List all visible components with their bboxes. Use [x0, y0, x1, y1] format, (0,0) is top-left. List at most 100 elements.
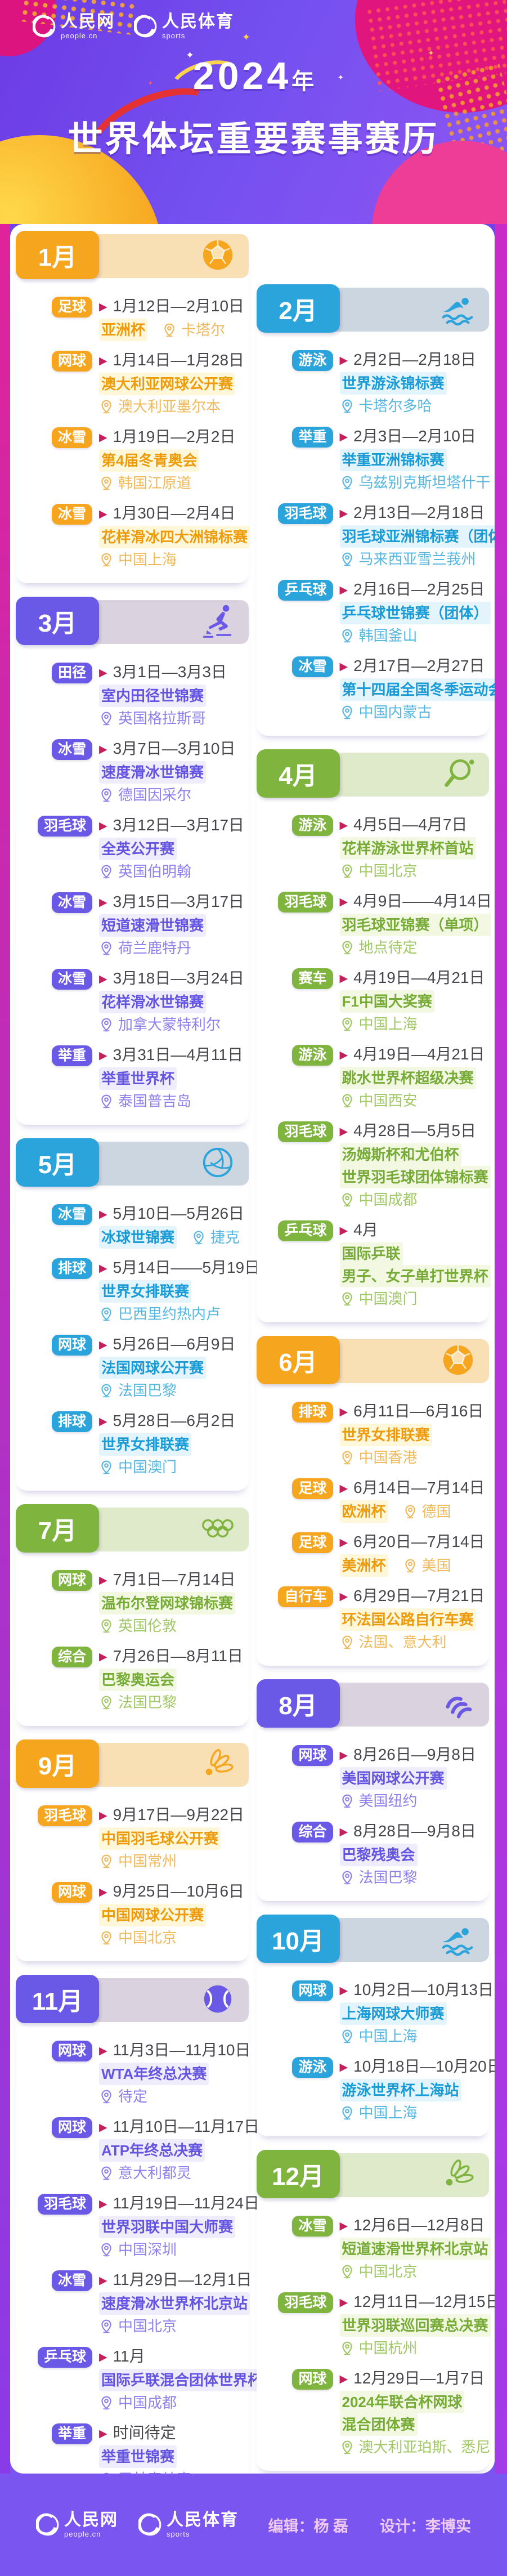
event-details: 中国羽毛球公开赛 中国常州 — [99, 1827, 242, 1872]
location-pin-icon — [104, 2472, 109, 2474]
event-location-text: 中国北京 — [358, 2263, 418, 2280]
event-details: 巴黎奥运会 法国巴黎 — [99, 1669, 242, 1714]
month-label: 7月 — [16, 1504, 99, 1553]
event-list: 网球 11月3日—11月10日 WTA年终总决赛 待定 网球 11月10日—11… — [16, 2028, 265, 2474]
event-tag-column: 网球 — [267, 1743, 333, 1812]
event-row: 举重 2月3日—2月10日 举重亚洲锦标赛 乌兹别克斯坦塔什干 — [267, 425, 491, 494]
event-tag: 网球 — [51, 2041, 92, 2062]
event-date: 3月12日—3月17日 — [99, 814, 244, 838]
event-tag: 乒乓球 — [278, 1220, 333, 1242]
event-date: 8月26日—9月8日 — [340, 1743, 483, 1767]
event-name-line: 世界女排联赛 — [339, 1424, 432, 1446]
event-location-text: 中国上海 — [358, 1016, 418, 1032]
location-pin-icon — [101, 1384, 111, 1398]
event-tag: 冰雪 — [51, 504, 92, 525]
event-row: 举重 3月31日—4月11日 举重世界杯 泰国普吉岛 — [26, 1044, 243, 1112]
event-location: 意大利都灵 — [99, 2162, 242, 2184]
event-details: 汤姆斯杯和尤伯杯 世界羽毛球团体锦标赛 中国成都 — [339, 1143, 491, 1211]
event-details: 花样滑冰四大洲锦标赛 中国上海 — [99, 526, 250, 571]
event-name: WTA年终总决赛 — [99, 2063, 242, 2085]
event-location-text: 中国内蒙古 — [358, 704, 432, 721]
event-location-text: 中国上海 — [358, 2104, 418, 2121]
event-name-line: 混合团体赛 — [339, 2413, 418, 2436]
event-lines: 9月17日—9月22日 中国羽毛球公开赛 中国常州 — [99, 1804, 244, 1872]
event-name: 举重世锦赛 — [99, 2445, 242, 2468]
event-location-text: 法国、意大利 — [358, 1634, 447, 1651]
event-tag-column: 冰雪 — [26, 2269, 92, 2337]
event-row: 羽毛球 12月11日—12月15日 世界羽联巡回赛总决赛 中国杭州 — [267, 2291, 495, 2359]
event-details: 速度滑冰世界杯北京站 中国北京 — [99, 2292, 250, 2337]
event-location: 法国、意大利 — [340, 1631, 483, 1653]
event-location-text: 地点待定 — [358, 939, 418, 956]
skater-icon — [200, 603, 235, 638]
event-location-text: 荷兰鹿特丹 — [118, 940, 192, 956]
month-header: 12月 — [256, 2150, 489, 2198]
event-location-text: 澳大利亚珀斯、悉尼 — [358, 2439, 491, 2456]
event-name: 巴黎残奥会 — [339, 1844, 483, 1866]
event-row: 冰雪 1月19日—2月2日 第4届冬青奥会 韩国江原道 — [26, 426, 242, 494]
event-name-line: 第十四届全国冬季运动会 — [339, 678, 495, 701]
event-tag-column: 羽毛球 — [267, 1120, 333, 1211]
event-lines: 3月1日—3月3日 室内田径世锦赛 英国格拉斯哥 — [99, 661, 242, 730]
location-pin-icon — [101, 1460, 111, 1474]
event-tag-column: 游泳 — [267, 1043, 333, 1112]
event-details: 冰球世锦赛 捷克 — [99, 1226, 242, 1249]
event-list: 足球 1月12日—2月10日 亚洲杯 卡塔尔 网球 1月14日—1月28日 澳大… — [16, 284, 250, 583]
event-lines: 9月25日—10月6日 中国网球公开赛 中国北京 — [99, 1880, 244, 1949]
event-list: 网球 10月2日—10月13日 上海网球大师赛 中国上海 游泳 10月18日—1… — [257, 1967, 495, 2136]
event-location-text: 英国伦敦 — [118, 1617, 177, 1634]
event-row: 举重 时间待定 举重世锦赛 巴林麦纳麦 — [26, 2422, 242, 2474]
event-date: 3月18日—3月24日 — [99, 967, 244, 991]
event-tag-column: 冰雪 — [26, 891, 92, 959]
event-date: 2月3日—2月10日 — [340, 425, 483, 449]
event-name: 国际乒联 男子、女子单打世界杯 — [339, 1242, 491, 1287]
event-list: 游泳 4月5日—4月7日 花样游泳世界杯首站 中国北京 羽毛球 4月9日——4月… — [257, 802, 492, 1322]
event-tag-column: 网球 — [26, 1568, 92, 1637]
event-tag: 游泳 — [292, 815, 333, 837]
event-location-text: 中国上海 — [118, 551, 177, 568]
event-tag: 冰雪 — [51, 1204, 92, 1226]
event-tag-column: 综合 — [26, 1645, 92, 1714]
event-name: 世界女排联赛 — [99, 1433, 242, 1456]
event-location: 巴林麦纳麦 — [99, 2468, 242, 2474]
volleyball-icon — [200, 1145, 235, 1180]
event-name-line: 花样滑冰世锦赛 — [99, 991, 207, 1013]
event-details: 世界女排联赛 中国香港 — [339, 1424, 483, 1469]
event-location: 荷兰鹿特丹 — [99, 937, 242, 959]
event-details: 第十四届全国冬季运动会 中国内蒙古 — [339, 678, 495, 723]
event-tag-column: 乒乓球 — [267, 578, 333, 647]
event-tag: 排球 — [51, 1258, 92, 1280]
event-lines: 4月9日——4月14日 羽毛球亚锦赛（单项） 地点待定 — [339, 890, 492, 959]
paddle-icon — [441, 756, 475, 791]
event-date: 8月28日—9月8日 — [340, 1820, 483, 1844]
month-label: 6月 — [256, 1336, 340, 1384]
month-header: 4月 — [256, 749, 489, 798]
footer-logo-people-sports: 人民体育 sports — [137, 2512, 239, 2538]
event-location-text: 中国西安 — [358, 1092, 418, 1109]
event-lines: 4月5日—4月7日 花样游泳世界杯首站 中国北京 — [339, 813, 483, 882]
event-name-line: 跳水世界杯超级决赛 — [339, 1067, 476, 1089]
event-lines: 5月14日——5月19日 世界女排联赛 巴西里约热内卢 — [99, 1256, 260, 1325]
event-location-text: 待定 — [118, 2088, 148, 2105]
event-lines: 8月26日—9月8日 美国网球公开赛 美国纽约 — [339, 1743, 483, 1812]
event-name-line: 游泳世界杯上海站 — [339, 2079, 461, 2101]
event-details: 国际乒联混合团体世界杯 中国成都 — [99, 2369, 265, 2414]
event-date: 4月19日—4月21日 — [340, 1043, 484, 1067]
event-list: 网球 8月26日—9月8日 美国网球公开赛 美国纽约 综合 8月28日—9月8日… — [257, 1732, 490, 1901]
event-name-line: 速度滑冰世锦赛 — [99, 761, 207, 784]
event-location-text: 英国格拉斯哥 — [118, 710, 207, 727]
event-location-text: 美国 — [421, 1557, 451, 1574]
event-location: 中国上海 — [340, 2025, 483, 2047]
event-list: 游泳 2月2日—2月18日 世界游泳锦标赛 卡塔尔多哈 举重 2月3日—2月10… — [257, 337, 495, 736]
event-name-line: 国际乒联 — [339, 1242, 403, 1265]
event-location: 法国巴黎 — [340, 1866, 483, 1889]
event-name-line: 2024年联合杯网球 — [339, 2391, 465, 2413]
event-date: 11月 — [99, 2345, 242, 2369]
event-date: 9月17日—9月22日 — [99, 1804, 244, 1827]
event-tag-column: 排球 — [26, 1410, 92, 1478]
people-cn-logo-icon — [35, 2513, 60, 2537]
event-details: 羽毛球亚洲锦标赛（团体） 马来西亚雪兰莪州 — [339, 525, 495, 570]
event-date: 7月1日—7月14日 — [99, 1568, 242, 1592]
event-date: 10月18日—10月20日 — [340, 2055, 495, 2079]
